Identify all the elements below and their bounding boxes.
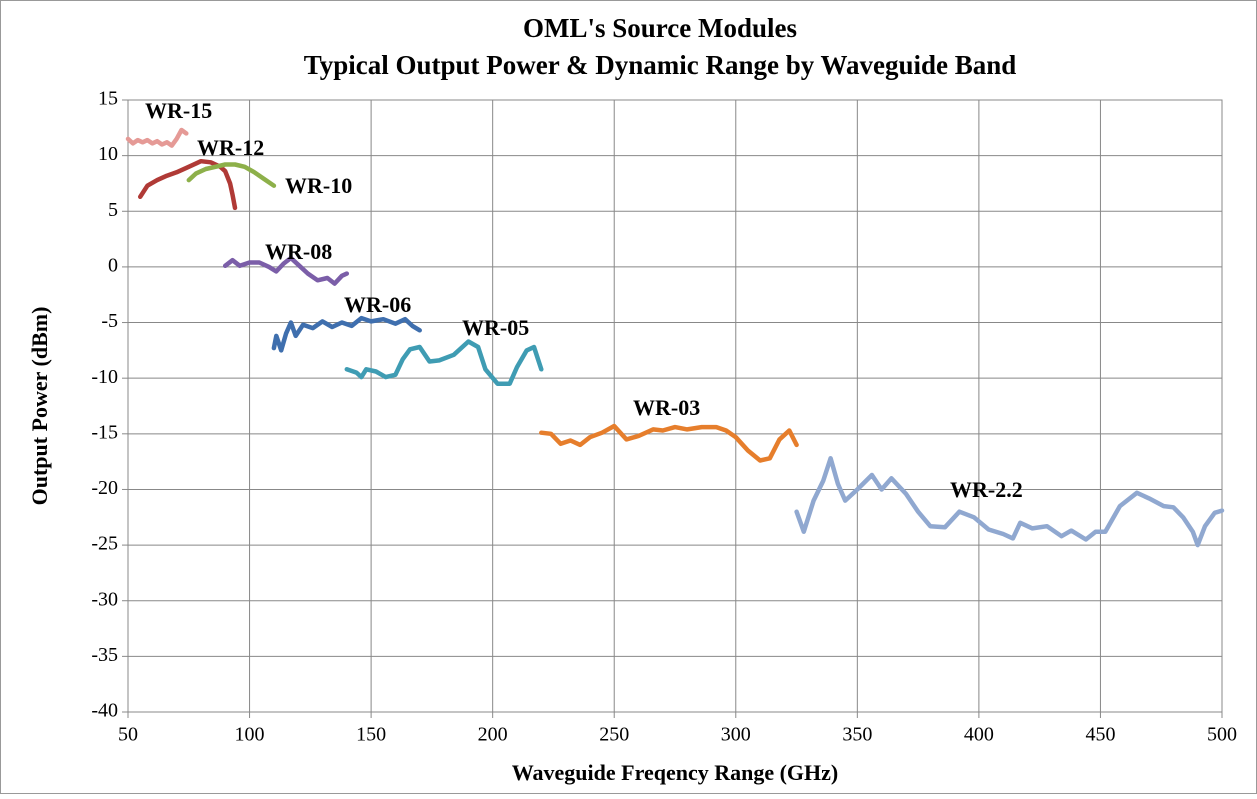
series-label: WR-2.2 xyxy=(950,477,1023,502)
series-line xyxy=(539,423,799,463)
series-line xyxy=(137,158,238,211)
x-tick-label: 450 xyxy=(1085,724,1115,746)
chart-title: OML's Source Modules xyxy=(523,13,797,43)
x-tick-label: 500 xyxy=(1207,724,1237,746)
y-tick-label: -40 xyxy=(91,700,118,722)
series-line xyxy=(344,339,544,386)
series-line xyxy=(271,315,422,353)
y-axis-label: Output Power (dBm) xyxy=(27,307,52,506)
series-label: WR-06 xyxy=(344,292,411,317)
series-line xyxy=(186,162,277,188)
chart-subtitle: Typical Output Power & Dynamic Range by … xyxy=(304,50,1017,80)
plot-border xyxy=(127,99,1223,713)
series-label: WR-03 xyxy=(633,395,700,420)
series-line xyxy=(794,456,1225,548)
y-tick-label: 0 xyxy=(108,255,118,277)
x-tick-label: 350 xyxy=(842,724,872,746)
y-tick-label: -30 xyxy=(91,588,118,610)
y-tick-label: -20 xyxy=(91,477,118,499)
y-tick-label: -25 xyxy=(91,533,118,555)
x-axis-label: Waveguide Freqency Range (GHz) xyxy=(512,760,839,785)
series-label: WR-12 xyxy=(197,135,264,160)
series-label: WR-08 xyxy=(265,239,332,264)
series-label: WR-10 xyxy=(285,173,352,198)
x-tick-label: 50 xyxy=(118,724,138,746)
x-tick-label: 200 xyxy=(478,724,508,746)
y-tick-label: 5 xyxy=(108,199,118,221)
y-tick-label: -5 xyxy=(101,310,118,332)
x-tick-label: 100 xyxy=(235,724,265,746)
series-line xyxy=(125,127,189,148)
y-tick-label: -15 xyxy=(91,421,118,443)
x-tick-label: 300 xyxy=(721,724,751,746)
y-tick-label: -10 xyxy=(91,366,118,388)
series-line xyxy=(222,255,350,286)
x-tick-label: 150 xyxy=(356,724,386,746)
series-label: WR-05 xyxy=(462,315,529,340)
y-tick-label: -35 xyxy=(91,644,118,666)
x-tick-label: 250 xyxy=(599,724,629,746)
y-tick-label: 15 xyxy=(98,88,118,110)
y-tick-label: 10 xyxy=(98,143,118,165)
x-tick-label: 400 xyxy=(964,724,994,746)
series-label: WR-15 xyxy=(145,98,212,123)
